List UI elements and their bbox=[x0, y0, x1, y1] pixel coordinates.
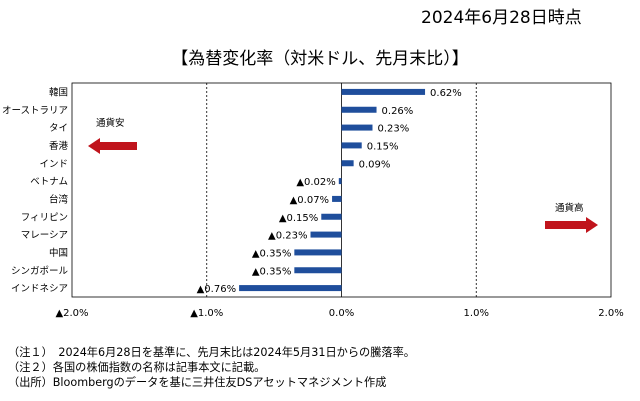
grid-lines bbox=[71, 82, 612, 298]
bar-8 bbox=[310, 231, 342, 238]
label-strong: 通貨高 bbox=[555, 202, 584, 214]
bar-7 bbox=[321, 213, 342, 220]
x-tick-label: 1.0% bbox=[464, 308, 489, 319]
category-label: 中国 bbox=[49, 247, 68, 259]
x-tick-labels: ▲2.0% ▲1.0% 0.0% 1.0% 2.0% bbox=[55, 308, 623, 319]
value-label: ▲0.23% bbox=[268, 231, 307, 242]
note-2: （注２）各国の株価指数の名称は記事本文に記載。 bbox=[8, 361, 266, 374]
bars bbox=[239, 88, 426, 292]
chart-title: 【為替変化率（対米ドル、先月末比）】 bbox=[171, 49, 469, 69]
category-label: オーストラリア bbox=[2, 105, 68, 116]
arrow-right-icon bbox=[545, 217, 598, 233]
value-label: ▲0.15% bbox=[279, 213, 318, 224]
note-source: （出所）Bloombergのデータを基に三井住友DSアセットマネジメント作成 bbox=[8, 376, 387, 389]
bar-11 bbox=[239, 285, 342, 292]
value-label: 0.23% bbox=[377, 124, 409, 135]
category-label: 韓国 bbox=[49, 87, 68, 98]
value-label: ▲0.76% bbox=[197, 284, 236, 295]
category-label: ベトナム bbox=[30, 177, 68, 188]
category-label: 台湾 bbox=[49, 193, 69, 205]
bar-9 bbox=[294, 249, 342, 256]
value-label: ▲0.35% bbox=[252, 248, 291, 259]
value-label: 0.15% bbox=[367, 141, 399, 152]
value-label: ▲0.02% bbox=[296, 177, 335, 188]
value-label: 0.09% bbox=[359, 159, 391, 170]
note-1: （注１） 2024年6月28日を基準に、先月末比は2024年5月31日からの騰落… bbox=[8, 346, 415, 359]
category-label: シンガポール bbox=[11, 266, 69, 277]
date-label: 2024年6月28日時点 bbox=[421, 8, 582, 28]
x-tick-label: 2.0% bbox=[598, 308, 623, 319]
category-label: マレーシア bbox=[21, 230, 68, 241]
category-labels: 韓国オーストラリアタイ香港インドベトナム台湾フィリピンマレーシア中国シンガポール… bbox=[2, 87, 69, 294]
x-tick-label: ▲2.0% bbox=[55, 308, 88, 319]
category-label: インド bbox=[39, 159, 68, 170]
bar-1 bbox=[341, 106, 377, 113]
bar-4 bbox=[341, 160, 354, 167]
x-tick-label: ▲1.0% bbox=[190, 308, 223, 319]
value-label: 0.62% bbox=[430, 88, 462, 99]
value-label: 0.26% bbox=[382, 106, 414, 117]
footnotes: （注１） 2024年6月28日を基準に、先月末比は2024年5月31日からの騰落… bbox=[8, 345, 415, 390]
bar-2 bbox=[341, 124, 373, 131]
value-labels: 0.62% 0.26% 0.23% 0.15% 0.09% ▲0.02% ▲0.07% ▲0.… bbox=[197, 88, 462, 295]
label-weak: 通貨安 bbox=[96, 117, 125, 129]
bar-5 bbox=[338, 178, 342, 185]
bar-0 bbox=[341, 88, 426, 95]
x-tick-label: 0.0% bbox=[329, 308, 354, 319]
category-label: 香港 bbox=[49, 140, 69, 152]
category-label: インドネシア bbox=[11, 284, 68, 295]
bar-3 bbox=[341, 142, 362, 149]
bar-10 bbox=[294, 267, 342, 274]
value-label: ▲0.07% bbox=[290, 195, 329, 206]
category-label: フィリピン bbox=[21, 212, 68, 223]
value-label: ▲0.35% bbox=[252, 266, 291, 277]
bar-6 bbox=[332, 195, 342, 202]
arrow-left-icon bbox=[88, 138, 137, 154]
category-label: タイ bbox=[49, 123, 68, 134]
